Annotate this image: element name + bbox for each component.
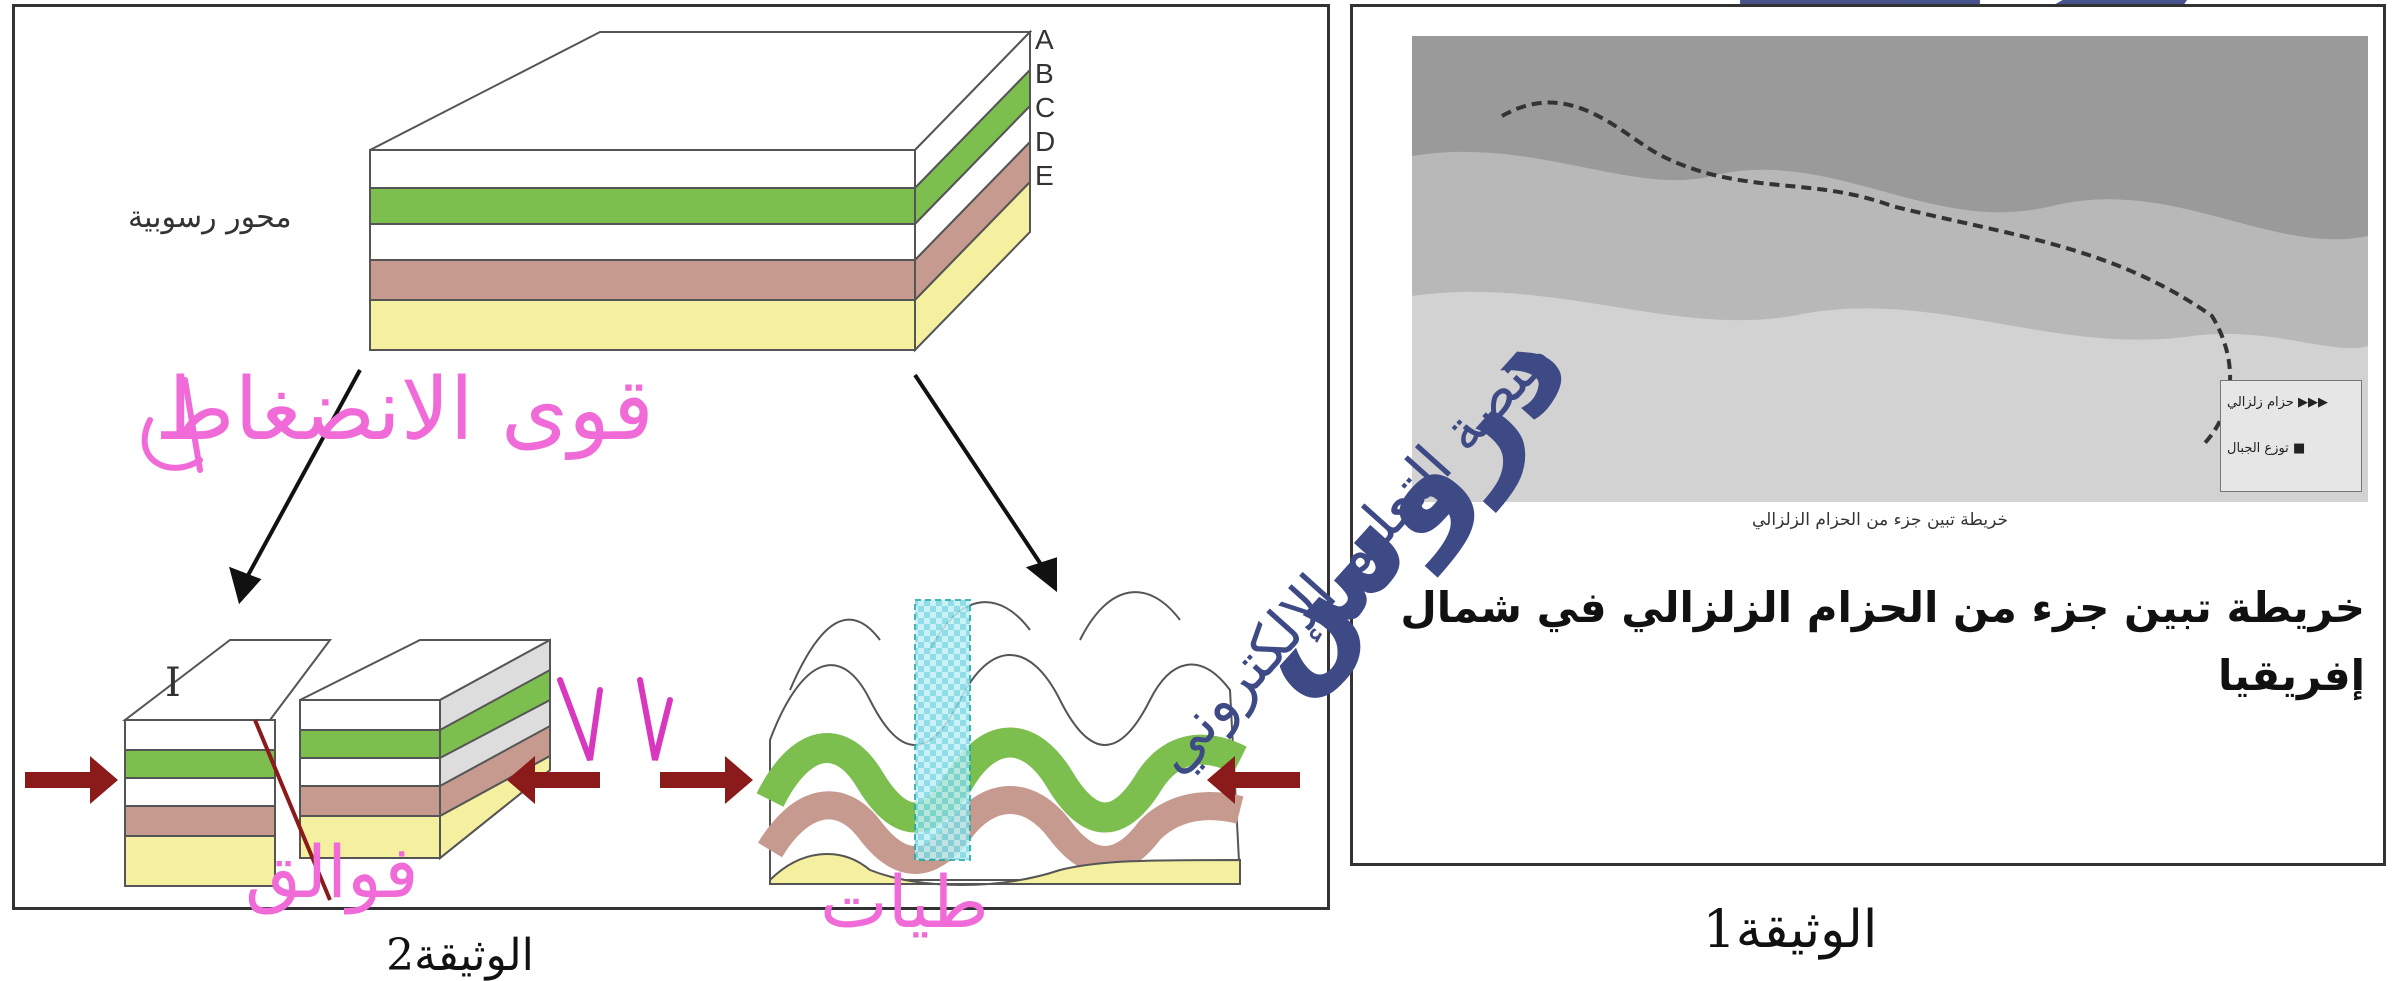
faulted-block (122, 638, 551, 901)
legend-mountains: ■ توزع الجبال (2227, 441, 2306, 456)
handwritten-compression-forces: قوى الانضغاط (155, 360, 654, 460)
handwritten-annotations (141, 377, 673, 762)
layer-letter-a: A (1035, 24, 1054, 55)
map-small-caption: خريطة تبين جزء من الحزام الزلزالي (1752, 510, 2008, 530)
layer-letter-c: C (1035, 92, 1056, 123)
mountains-square-icon: ■ (2292, 441, 2306, 456)
transition-arrows (229, 369, 1057, 605)
seismic-belt-line (1501, 100, 2233, 448)
axial-plane (914, 599, 971, 861)
layer-letter-d: D (1035, 126, 1056, 157)
document-1-caption: خريطة تبين جزء من الحزام الزلزالي في شما… (1400, 583, 2365, 700)
document-2-title: الوثيقة2 (386, 930, 534, 981)
legend-seismic-belt: ▶▶▶ حزام زلزالي (2227, 395, 2328, 410)
fault-line (253, 719, 332, 901)
map-legend: ▶▶▶ حزام زلزالي ■ توزع الجبال (2220, 380, 2362, 492)
fault-marker-roman: I (165, 660, 181, 706)
handwritten-folds: طيات (820, 860, 989, 944)
document-1-title: الوثيقة1 (1702, 900, 1878, 960)
sediment-block-top (369, 29, 1033, 353)
seismic-belt-map (1412, 36, 2368, 502)
sediment-axis-label: محور رسوبية (128, 200, 292, 235)
seismic-belt-triangles-icon: ▶▶▶ (2297, 395, 2328, 410)
handwritten-faults: فوالق (245, 830, 419, 914)
layer-letter-b: B (1035, 58, 1054, 89)
map-terrain (1412, 36, 2368, 502)
compression-arrows (25, 756, 1300, 804)
folded-block (756, 591, 1247, 886)
layer-letter-e: E (1035, 160, 1054, 191)
